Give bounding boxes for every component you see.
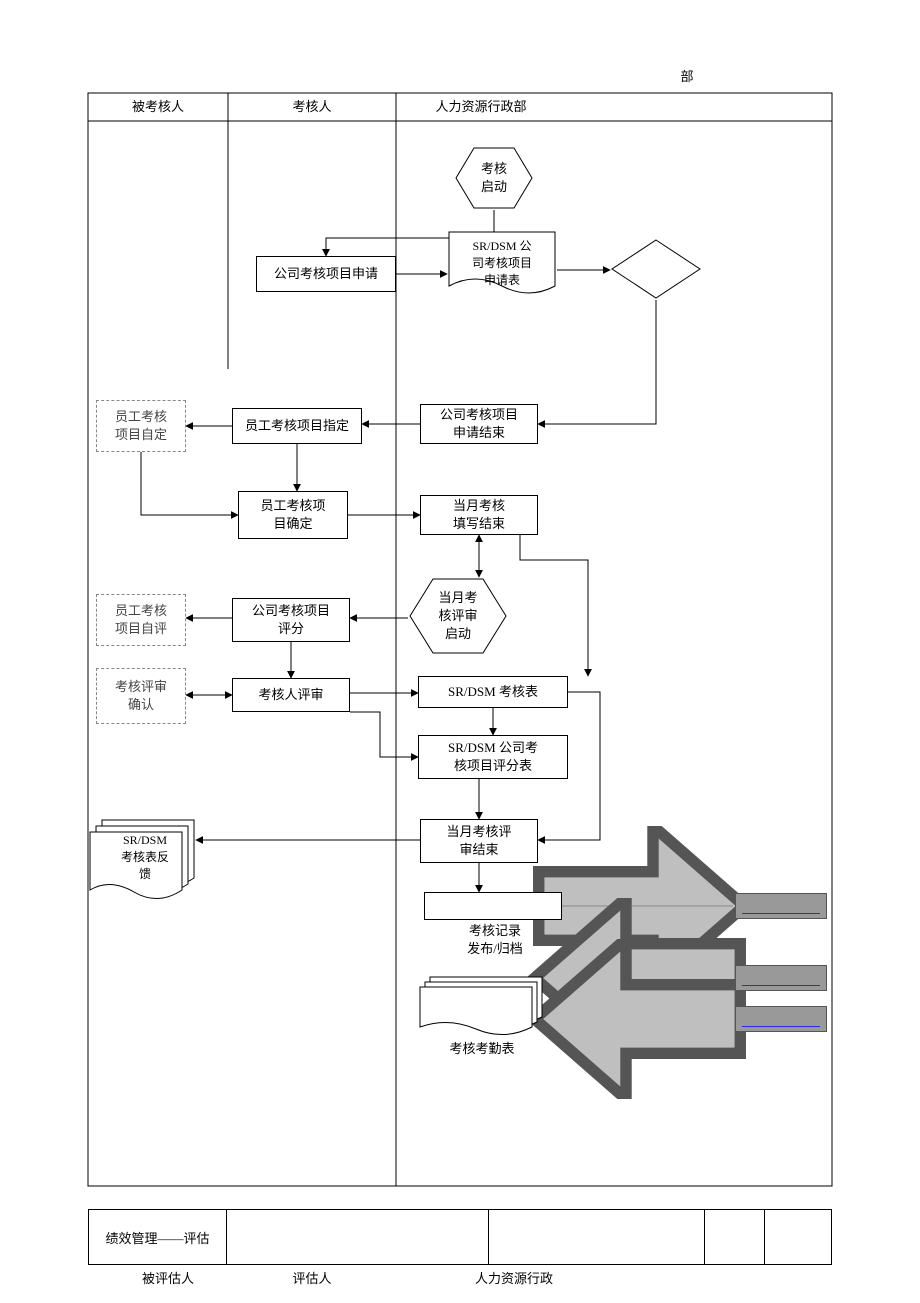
srdsm-score-label: SR/DSM 公司考 核项目评分表 [448, 739, 538, 775]
month-review-end-label: 当月考核评 审结束 [446, 823, 511, 859]
lane-header-2: 人力资源行政部 [396, 98, 566, 116]
srdsm-feedback-label: SR/DSM 考核表反 馈 [88, 818, 196, 882]
start-hexagon-label: 考核 启动 [475, 154, 513, 202]
srdsm-form: SR/DSM 考核表 [418, 676, 568, 708]
score-box-label: 公司考核项目 评分 [252, 602, 330, 638]
emp-self-eval: 员工考核 项目自评 [96, 594, 186, 646]
bottom-cell-4 [765, 1210, 831, 1264]
bottom-cell-0: 绩效管理——评估 [89, 1210, 227, 1264]
apply-box-label: 公司考核项目申请 [274, 265, 378, 283]
start-hexagon: 考核 启动 [454, 146, 534, 210]
reviewer-box: 考核人评审 [232, 678, 350, 712]
emp-assign: 员工考核项目指定 [232, 408, 362, 444]
emp-assign-label: 员工考核项目指定 [245, 417, 349, 435]
apply-box: 公司考核项目申请 [256, 256, 396, 292]
month-fill-end-label: 当月考核 填写结束 [453, 497, 505, 533]
reviewer-box-label: 考核人评审 [258, 686, 323, 704]
emp-self-define: 员工考核 项目自定 [96, 400, 186, 452]
attendance-label: 考核考勤表 [432, 1040, 532, 1058]
top-right-label: 部 [672, 68, 702, 86]
apply-form-doc-label: SR/DSM 公 司考核项目 申请表 [447, 230, 557, 288]
grey-bar-1 [735, 965, 827, 991]
bottom-cell-2 [489, 1210, 705, 1264]
apply-end-label: 公司考核项目 申请结束 [440, 406, 518, 442]
footer-label-1: 评估人 [272, 1270, 352, 1288]
srdsm-feedback-stack: SR/DSM 考核表反 馈 [88, 818, 196, 902]
month-review-end: 当月考核评 审结束 [420, 819, 538, 863]
footer-label-2: 人力资源行政 [444, 1270, 584, 1288]
lane-header-0: 被考核人 [88, 98, 228, 116]
score-box: 公司考核项目 评分 [232, 598, 350, 642]
emp-self-define-label: 员工考核 项目自定 [115, 408, 167, 444]
bottom-cell-0-label: 绩效管理——评估 [105, 1228, 209, 1247]
srdsm-score: SR/DSM 公司考 核项目评分表 [418, 735, 568, 779]
bottom-table: 绩效管理——评估 [88, 1209, 832, 1265]
footer-label-0: 被评估人 [118, 1270, 218, 1288]
grey-bar-2 [735, 1006, 827, 1032]
grey-bar-0 [735, 893, 827, 919]
bottom-cell-1 [227, 1210, 489, 1264]
emp-confirm: 员工考核项 目确定 [238, 491, 348, 539]
srdsm-form-label: SR/DSM 考核表 [448, 683, 538, 701]
attendance-stack [418, 975, 544, 1037]
emp-confirm-label: 员工考核项 目确定 [260, 497, 325, 533]
bottom-cell-3 [705, 1210, 765, 1264]
decision-diamond [610, 238, 702, 300]
apply-form-doc: SR/DSM 公 司考核项目 申请表 [447, 230, 557, 298]
emp-self-eval-label: 员工考核 项目自评 [115, 602, 167, 638]
review-confirm: 考核评审 确认 [96, 668, 186, 724]
record-box [424, 892, 562, 920]
diagram-canvas: 部 被考核人 考核人 人力资源行政部 [0, 0, 920, 1303]
record-label: 考核记录 发布/归档 [440, 922, 550, 958]
month-review-hexagon-label: 当月考 核评审 启动 [432, 583, 483, 650]
lane-header-1: 考核人 [228, 98, 396, 116]
apply-end: 公司考核项目 申请结束 [420, 404, 538, 444]
review-confirm-label: 考核评审 确认 [115, 678, 167, 714]
month-fill-end: 当月考核 填写结束 [420, 495, 538, 535]
month-review-hexagon: 当月考 核评审 启动 [408, 577, 508, 655]
